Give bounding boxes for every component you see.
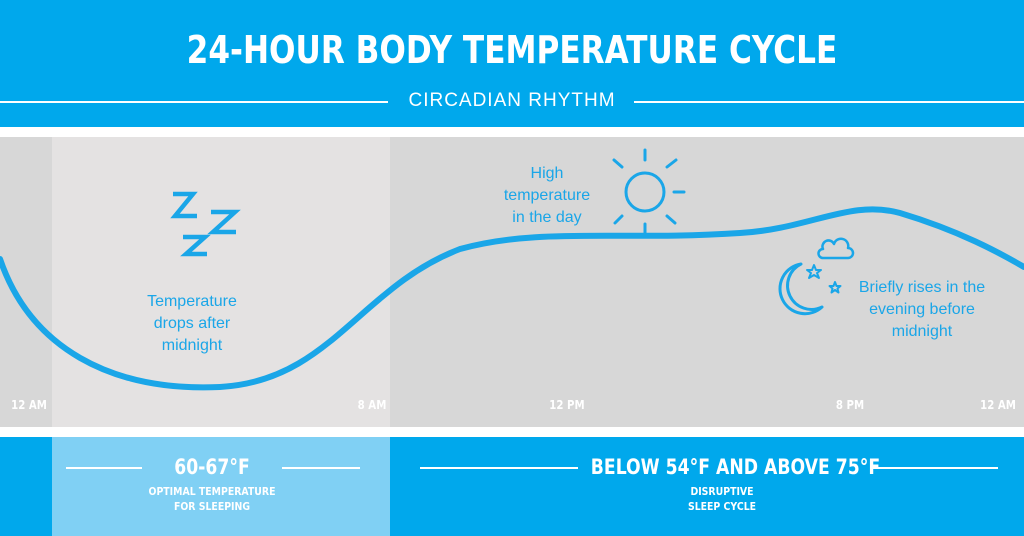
disruptive-divider-right [870,467,998,469]
subtitle-divider-left [0,101,388,103]
disruptive-temperature-range: BELOW 54°F AND ABOVE 75°F [590,455,881,479]
evening-annotation: Briefly rises in the evening before midn… [858,279,986,340]
sun-icon [612,148,686,235]
time-label-12am-end: 12 AM [980,398,1016,412]
disruptive-divider-left [420,467,578,469]
time-label-12pm: 12 PM [549,398,585,412]
day-annotation: High temperature in the day [503,165,591,226]
temperature-curve [0,206,1024,391]
header-banner: 24-HOUR BODY TEMPERATURE CYCLE CIRCADIAN… [0,0,1024,127]
temperature-chart: Temperature drops after midnight High te… [0,137,1024,427]
time-label-8pm: 8 PM [835,398,865,412]
optimal-divider-right [282,467,360,469]
optimal-temperature-caption: OPTIMAL TEMPERATURE FOR SLEEPING [148,485,276,513]
optimal-temperature-range: 60-67°F [174,455,250,479]
time-label-8am: 8 AM [357,398,387,412]
subtitle-divider-right [634,101,1024,103]
optimal-divider-left [66,467,142,469]
moon-stars-cloud-icon [778,237,855,316]
optimal-zone [52,437,390,536]
disruptive-temperature-caption: DISRUPTIVE SLEEP CYCLE [687,485,757,513]
footer-banner: 60-67°F OPTIMAL TEMPERATURE FOR SLEEPING… [0,437,1024,536]
page-subtitle: CIRCADIAN RHYTHM [408,90,616,111]
page-title: 24-HOUR BODY TEMPERATURE CYCLE [186,28,838,72]
zzz-icon [170,191,241,257]
sleep-period-zone [52,137,390,427]
sleep-annotation: Temperature drops after midnight [147,293,237,354]
time-label-12am-start: 12 AM [11,398,47,412]
chart-graphics [0,148,1024,391]
